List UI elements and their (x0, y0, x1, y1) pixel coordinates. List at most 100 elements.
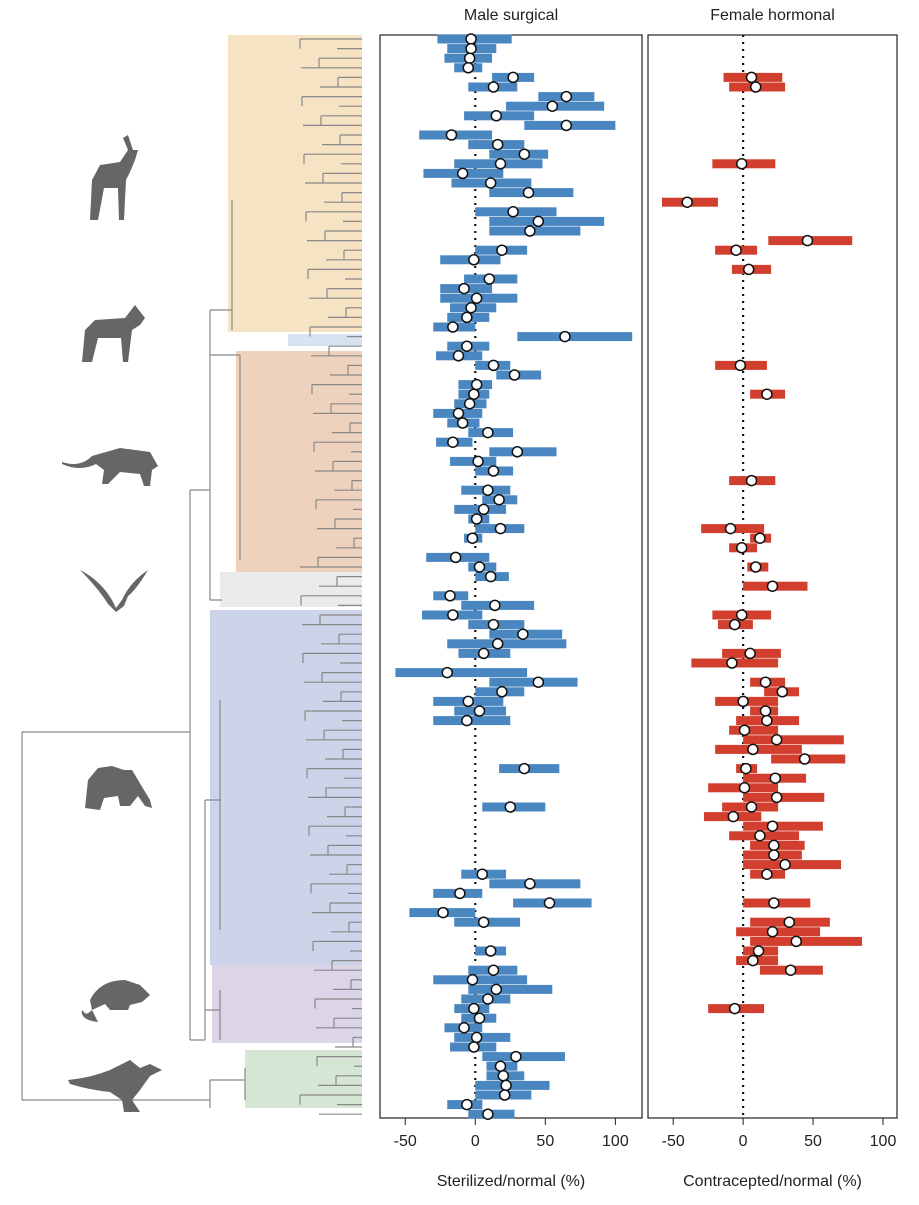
panel-title: Female hormonal (710, 7, 835, 24)
point-estimate (487, 81, 500, 93)
point-estimate (510, 1050, 522, 1063)
x-axis-label: Contracepted/normal (%) (683, 1173, 862, 1190)
point-estimate (483, 273, 496, 285)
point-estimate (681, 196, 693, 208)
point-estimate (491, 638, 504, 650)
point-estimate (487, 964, 500, 976)
point-estimate (456, 417, 469, 429)
point-estimate (518, 762, 531, 775)
point-estimate (468, 254, 480, 266)
point-estimate (738, 782, 751, 794)
x-axis-label: Sterilized/normal (%) (437, 1173, 585, 1190)
point-estimate (461, 340, 473, 352)
point-estimate (770, 791, 783, 804)
point-estimate (477, 647, 490, 660)
panel-frame (379, 34, 643, 1119)
point-estimate (742, 263, 755, 276)
point-estimate (761, 868, 773, 880)
point-estimate (744, 647, 756, 660)
point-estimate (752, 945, 765, 957)
point-estimate (490, 983, 503, 996)
point-estimate (507, 71, 519, 84)
x-tick-label: 50 (804, 1133, 822, 1150)
point-estimate (437, 906, 449, 919)
ci-bar (468, 984, 553, 994)
ci-bar (395, 668, 528, 678)
kangaroo-icon (68, 1060, 162, 1112)
point-estimate (461, 714, 473, 727)
point-estimate (482, 426, 494, 439)
point-estimate (726, 657, 738, 669)
x-tick-label: -50 (662, 1133, 685, 1150)
point-estimate (560, 90, 573, 103)
point-estimate (759, 676, 772, 688)
point-estimate (784, 964, 797, 976)
point-estimate (468, 1002, 480, 1015)
point-estimate (524, 878, 536, 890)
point-estimate (476, 868, 489, 880)
point-estimate (470, 378, 483, 391)
point-estimate (532, 215, 545, 228)
point-estimate (768, 897, 780, 909)
bat-icon (80, 570, 148, 612)
point-estimate (449, 551, 462, 564)
antelope-icon (90, 135, 138, 220)
point-estimate (504, 801, 517, 813)
point-estimate (468, 388, 480, 400)
lion-icon (62, 448, 158, 486)
point-estimate (482, 993, 494, 1005)
ci-bar (447, 639, 567, 649)
point-estimate (470, 292, 483, 304)
point-estimate (740, 762, 752, 775)
point-estimate (766, 926, 779, 938)
point-estimate (447, 436, 459, 448)
point-estimate (745, 71, 758, 84)
point-estimate (487, 359, 500, 372)
point-estimate (532, 676, 545, 688)
point-estimate (543, 897, 556, 909)
point-estimate (484, 177, 497, 189)
point-estimate (498, 1089, 511, 1101)
point-estimate (445, 129, 458, 141)
point-estimate (768, 849, 780, 861)
point-estimate (482, 484, 494, 496)
point-estimate (494, 522, 507, 535)
point-estimate (747, 954, 759, 967)
point-estimate (458, 1022, 470, 1034)
point-estimate (463, 52, 476, 64)
point-estimate (754, 532, 766, 544)
point-estimate (463, 398, 476, 410)
clade-box (288, 334, 362, 346)
point-estimate (770, 734, 783, 746)
mouse-icon (81, 980, 150, 1022)
point-estimate (522, 186, 535, 199)
point-estimate (559, 330, 571, 343)
point-estimate (511, 446, 524, 458)
point-estimate (766, 580, 779, 592)
point-estimate (461, 1098, 473, 1111)
point-estimate (484, 945, 497, 957)
point-estimate (482, 1108, 494, 1120)
point-estimate (444, 590, 456, 602)
clade-box (212, 965, 362, 1043)
point-estimate (783, 916, 796, 928)
point-estimate (735, 609, 748, 621)
point-estimate (735, 158, 748, 170)
clade-box (245, 1050, 362, 1108)
point-estimate (745, 474, 758, 487)
point-estimate (761, 388, 773, 400)
point-estimate (465, 302, 477, 314)
point-estimate (728, 618, 741, 631)
point-estimate (487, 465, 500, 477)
phylogeny (21, 35, 362, 1115)
clade-box (220, 572, 362, 607)
point-estimate (737, 695, 749, 708)
x-tick-label: 100 (602, 1133, 629, 1150)
point-estimate (477, 503, 490, 516)
ci-bar (743, 792, 825, 802)
panel-title: Male surgical (464, 7, 558, 24)
x-tick-label: -50 (394, 1133, 417, 1150)
point-estimate (494, 158, 507, 170)
point-estimate (456, 167, 469, 180)
